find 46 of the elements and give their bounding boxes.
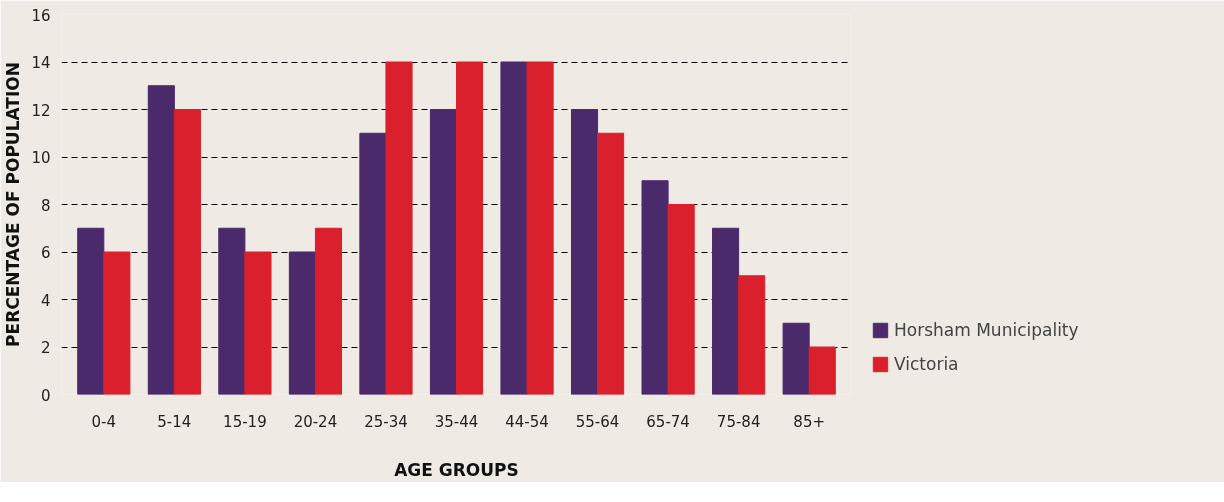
y-tick-label: 6 [40, 244, 51, 262]
y-axis-title: PERCENTAGE OF POPULATION [3, 62, 24, 347]
bar [103, 251, 131, 395]
x-tick-label: 35-44 [434, 412, 479, 431]
bar [738, 275, 766, 395]
legend-label: Horsham Municipality [894, 320, 1079, 340]
y-tick-label: 10 [31, 149, 51, 167]
bar [641, 180, 669, 395]
bar [244, 251, 272, 395]
bar [500, 61, 528, 395]
y-tick-label: 4 [40, 291, 51, 310]
bar [667, 204, 695, 395]
bar [456, 61, 484, 395]
bar [359, 132, 387, 395]
y-tick-label: 12 [31, 101, 51, 120]
y-tick-label: 0 [40, 386, 51, 405]
bar [526, 61, 554, 395]
x-tick-label: 75-84 [716, 412, 761, 431]
x-tick-label: 5-14 [157, 412, 192, 431]
bar [77, 227, 105, 395]
bar [288, 251, 316, 395]
bar [782, 322, 810, 395]
bar [712, 227, 740, 395]
y-tick-label: 16 [31, 6, 51, 25]
bar [218, 227, 246, 395]
y-tick-label: 8 [40, 196, 51, 215]
y-tick-label: 14 [31, 54, 51, 72]
x-tick-label: 55-64 [575, 412, 620, 431]
x-tick-label: 15-19 [223, 412, 267, 431]
bar [314, 227, 343, 395]
y-tick-label: 2 [40, 339, 51, 357]
bar [808, 346, 836, 395]
bar [570, 109, 599, 395]
bar [429, 109, 457, 395]
x-tick-label: 20-24 [293, 412, 338, 431]
x-tick-label: 65-74 [646, 412, 690, 431]
bar [597, 132, 625, 395]
legend-label: Victoria [894, 354, 959, 374]
bar [173, 109, 201, 395]
x-axis-title: AGE GROUPS [394, 459, 519, 480]
x-tick-label: 44-54 [505, 412, 549, 431]
x-tick-label: 0-4 [91, 412, 117, 431]
x-tick-label: 25-34 [364, 412, 408, 431]
bar [147, 85, 175, 395]
x-tick-label: 85+ [793, 412, 826, 431]
bar [385, 61, 413, 395]
